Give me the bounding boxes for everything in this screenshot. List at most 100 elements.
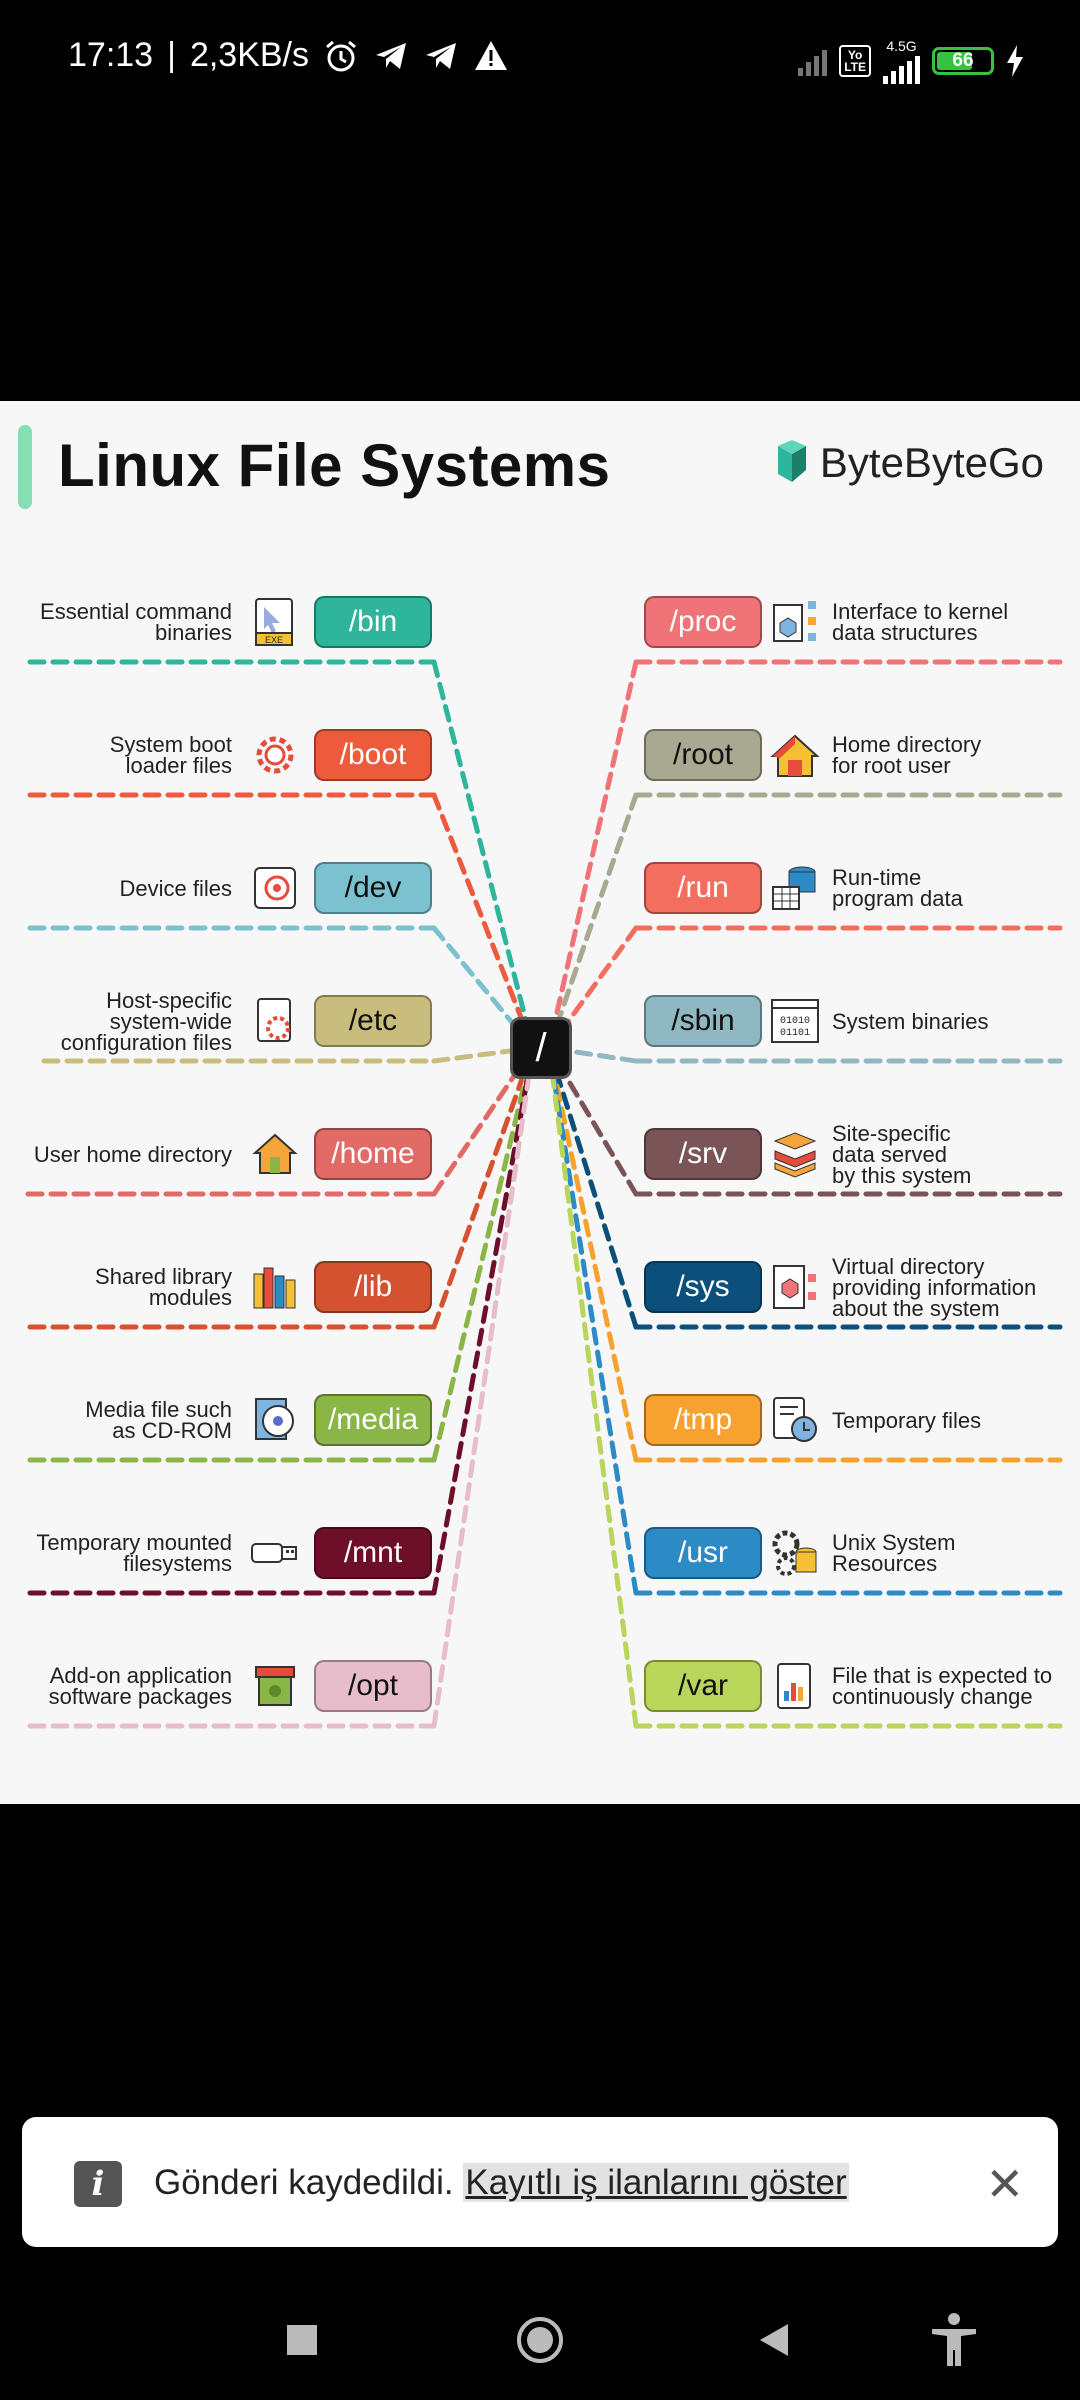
root-home-icon — [770, 730, 820, 780]
connector-line — [431, 1045, 536, 1330]
dir-description: Device files — [119, 875, 232, 901]
status-right: Yo LTE 4.5G 66 — [798, 38, 1024, 84]
dir-description: File that is expected to continuously cha… — [832, 1663, 1053, 1709]
dir-node-usr[interactable]: /usr — [644, 1527, 762, 1579]
library-icon — [250, 1262, 300, 1312]
dir-description: Host-specific system-wide configuration fi… — [60, 987, 232, 1055]
connector-line — [546, 792, 639, 1051]
dir-description: Media file such as CD-ROM — [85, 1397, 232, 1443]
recent-apps-icon — [287, 2325, 317, 2355]
connector-line — [546, 1045, 639, 1729]
dir-description: System binaries — [832, 1008, 989, 1034]
dir-node-run[interactable]: /run — [644, 862, 762, 914]
accessibility-icon — [932, 2313, 976, 2366]
status-bar: 17:13 | 2,3KB/s Yo LTE 4.5G 66 — [0, 0, 1080, 120]
dir-node-media[interactable]: /media — [314, 1394, 432, 1446]
navigation-bar — [0, 2280, 1080, 2400]
charging-icon — [1007, 45, 1023, 77]
volte-icon: Yo LTE — [839, 45, 871, 77]
signal-sim2: 4.5G — [883, 38, 920, 84]
dir-description: Unix System Resources — [832, 1530, 956, 1576]
infographic-title: Linux File Systems — [58, 432, 611, 499]
kernel-icon — [770, 597, 820, 647]
dir-node-tmp[interactable]: /tmp — [644, 1394, 762, 1446]
network-speed: 2,3KB/s — [189, 36, 310, 74]
brand: ByteByteGo — [774, 439, 1044, 487]
dir-description: Run-time program data — [832, 865, 963, 911]
brand-name: ByteByteGo — [819, 439, 1044, 486]
dir-node-home[interactable]: /home — [314, 1128, 432, 1180]
database-icon — [770, 863, 820, 913]
clock: 17:13 — [68, 36, 154, 74]
telegram-icon — [376, 42, 407, 69]
connector-line — [431, 1045, 536, 1463]
dir-description: Temporary files — [832, 1407, 982, 1433]
separator: | — [167, 36, 176, 74]
dir-description: Site-specific data served by this system — [832, 1120, 972, 1188]
temp-file-icon — [770, 1395, 820, 1445]
accessibility-button[interactable] — [924, 2310, 984, 2370]
network-type: 4.5G — [886, 38, 917, 54]
connector-lines — [25, 659, 1063, 1729]
signal-sim2-icon — [883, 54, 920, 84]
dir-description: Virtual directory providing information ab… — [832, 1253, 1037, 1321]
root-node[interactable]: / — [510, 1017, 572, 1079]
toast-message: Gönderi kaydedildi. Kayıtlı iş ilanların… — [154, 2163, 849, 2203]
dir-description: Shared library modules — [95, 1264, 232, 1310]
dir-description: Add-on application software packages — [48, 1663, 232, 1709]
connector-line — [546, 1045, 639, 1330]
telegram-icon — [426, 42, 457, 69]
dir-node-proc[interactable]: /proc — [644, 596, 762, 648]
dir-node-sys[interactable]: /sys — [644, 1261, 762, 1313]
dir-node-lib[interactable]: /lib — [314, 1261, 432, 1313]
connector-line — [546, 1045, 639, 1596]
dir-node-boot[interactable]: /boot — [314, 729, 432, 781]
back-icon — [760, 2324, 788, 2356]
close-icon[interactable]: ✕ — [985, 2158, 1024, 2210]
connector-line — [431, 659, 536, 1051]
package-icon — [250, 1661, 300, 1711]
connector-line — [546, 1045, 639, 1463]
cd-icon — [250, 1395, 300, 1445]
virtual-dir-icon — [770, 1262, 820, 1312]
dir-description: Home directory for root user — [832, 732, 982, 778]
recent-apps-button[interactable] — [272, 2310, 332, 2370]
saved-toast: i Gönderi kaydedildi. Kayıtlı iş ilanlar… — [22, 2117, 1058, 2247]
connector-line — [431, 1045, 536, 1729]
dir-node-opt[interactable]: /opt — [314, 1660, 432, 1712]
connector-line — [546, 659, 639, 1051]
dir-description: System boot loader files — [109, 732, 232, 778]
server-data-icon — [770, 1129, 820, 1179]
battery-icon: 66 — [932, 47, 994, 75]
dir-description: Essential command binaries — [40, 599, 232, 645]
dir-node-root[interactable]: /root — [644, 729, 762, 781]
infographic-card[interactable]: Linux File Systems ByteByteGo /bin EXE Ess… — [0, 401, 1080, 1804]
home-icon — [517, 2317, 563, 2363]
binary-icon: 01010 01101 — [770, 996, 820, 1046]
dir-node-srv[interactable]: /srv — [644, 1128, 762, 1180]
alarm-icon — [326, 40, 356, 71]
chart-file-icon — [770, 1661, 820, 1711]
status-left: 17:13 | 2,3KB/s — [68, 36, 509, 75]
dir-node-mnt[interactable]: /mnt — [314, 1527, 432, 1579]
info-icon: i — [74, 2161, 122, 2207]
signal-sim1-icon — [798, 46, 828, 76]
dir-node-dev[interactable]: /dev — [314, 862, 432, 914]
usb-icon — [250, 1528, 300, 1578]
show-saved-jobs-link[interactable]: Kayıtlı iş ilanlarını göster — [463, 2163, 849, 2202]
connector-line — [431, 792, 536, 1051]
svg-text:01101: 01101 — [780, 1028, 810, 1039]
gear-icon — [250, 730, 300, 780]
home-button[interactable] — [510, 2310, 570, 2370]
dir-node-sbin[interactable]: /sbin — [644, 995, 762, 1047]
dir-node-var[interactable]: /var — [644, 1660, 762, 1712]
dir-node-etc[interactable]: /etc — [314, 995, 432, 1047]
back-button[interactable] — [744, 2310, 804, 2370]
svg-text:01010: 01010 — [780, 1016, 810, 1027]
dir-description: Temporary mounted filesystems — [36, 1530, 232, 1576]
resources-icon — [770, 1528, 820, 1578]
bytebytego-logo-icon — [777, 440, 806, 482]
title-accent — [18, 425, 32, 509]
dir-node-bin[interactable]: /bin — [314, 596, 432, 648]
exe-file-icon: EXE — [250, 597, 300, 647]
